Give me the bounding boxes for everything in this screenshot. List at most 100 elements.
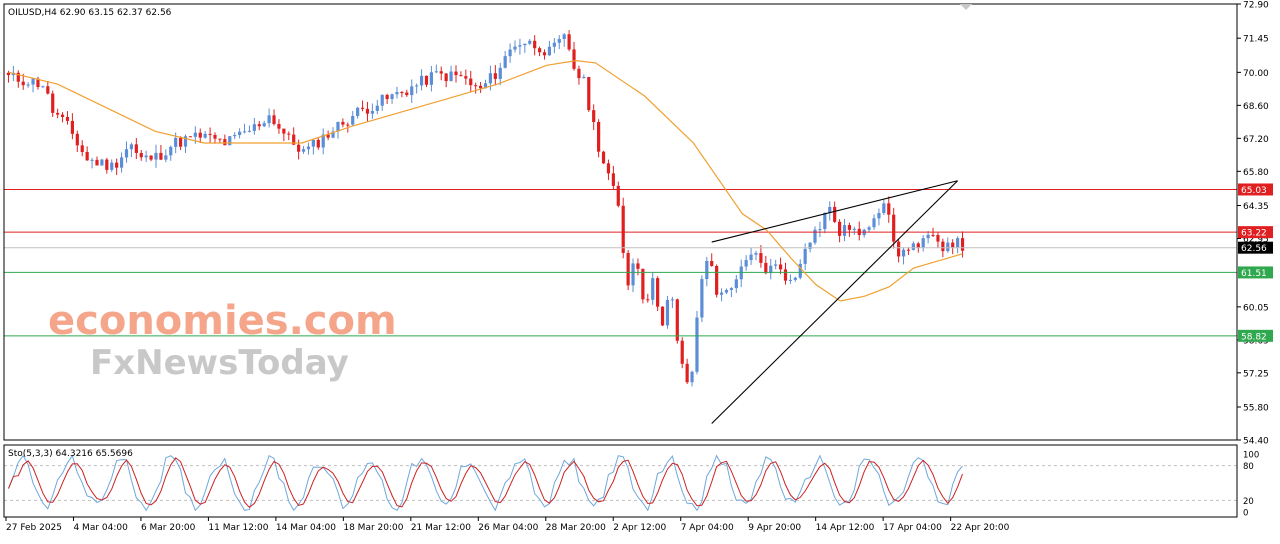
price-level-label-text: 63.22 [1241,229,1267,239]
candle [498,62,502,86]
candle [459,71,463,77]
candle-body [951,242,955,248]
stoch-signal-line [8,457,963,508]
candle [892,207,896,249]
candle-body [129,144,134,150]
candle [808,241,812,253]
candle [429,65,434,92]
candle-body [395,92,399,95]
candle-body [213,134,217,139]
candle-body [656,278,660,307]
candle [439,66,443,81]
candle [523,43,527,53]
candle-body [282,128,286,134]
candle [685,358,689,385]
candle-body [419,75,424,86]
price-level-label: 65.03 [1238,183,1273,196]
candle [356,106,360,119]
y-tick-label: 72.90 [1243,1,1269,11]
candle-body [818,229,822,231]
candle-body [110,162,114,170]
candle-body [95,159,99,166]
candle-body [690,371,694,383]
candle-body [941,241,945,252]
candle-body [734,279,738,289]
stoch-tick-label: 20 [1243,497,1254,507]
candle-body [887,203,891,215]
candle [901,247,906,265]
candle-body [60,114,65,118]
candle-body [70,120,74,134]
candle-body [877,213,881,219]
candle [90,157,94,169]
candle [262,120,266,128]
candle [326,130,330,141]
candle [292,127,296,146]
candle [597,119,601,158]
candle [621,197,625,259]
candle-body [793,277,797,280]
candle-body [606,163,611,174]
candle [31,77,35,93]
candle [754,250,758,261]
candle-body [183,136,188,147]
brand-economies-text: economies.com [48,298,397,344]
candle [616,181,620,208]
x-tick-label: 27 Feb 2025 [6,523,62,533]
candle-body [651,278,655,300]
y-tick-label: 68.60 [1243,102,1269,112]
candle [793,276,797,282]
candle-body [562,34,566,40]
candle-body [444,73,448,82]
candle [897,238,901,263]
candle-body [301,149,306,152]
candle [154,144,158,168]
candle [670,296,674,309]
candle [503,50,507,69]
candle [946,237,950,253]
candle-body [808,242,812,249]
candle-body [164,155,168,160]
x-tick-label: 22 Apr 20:00 [951,523,1010,533]
candle-body [611,173,615,186]
trendline [711,180,958,243]
candle-body [134,144,138,153]
candle [513,40,517,53]
candle [444,72,448,88]
candle-body [592,110,596,122]
candle [405,89,409,97]
candle [660,306,665,327]
candle-body [193,132,197,137]
candle [434,64,438,74]
candle-body [749,254,753,261]
stoch-tick-label: 80 [1243,462,1254,472]
candle [906,247,911,255]
stochastic-layer: Sto(5,3,3) 64.3216 65.5696 [4,449,1237,512]
candle [533,35,537,56]
candle-body [277,124,281,129]
candle-body [769,265,773,274]
x-tick-label: 17 Apr 04:00 [883,523,942,533]
trendline [711,180,959,424]
candle-body [267,115,271,124]
candle [552,37,556,54]
candle-body [464,76,468,79]
candle-body [774,264,778,266]
candle [75,130,79,153]
candle-body [380,94,384,106]
candle [719,288,724,302]
y-tick-label: 57.25 [1243,369,1269,379]
candle-body [238,131,242,136]
candle [110,159,114,173]
candle-body [695,317,699,372]
candle-body [572,49,576,69]
candle-body [680,340,684,364]
candle [449,65,453,82]
price-level-label-text: 58.82 [1241,332,1267,342]
candle [567,30,571,52]
candle [872,214,876,230]
